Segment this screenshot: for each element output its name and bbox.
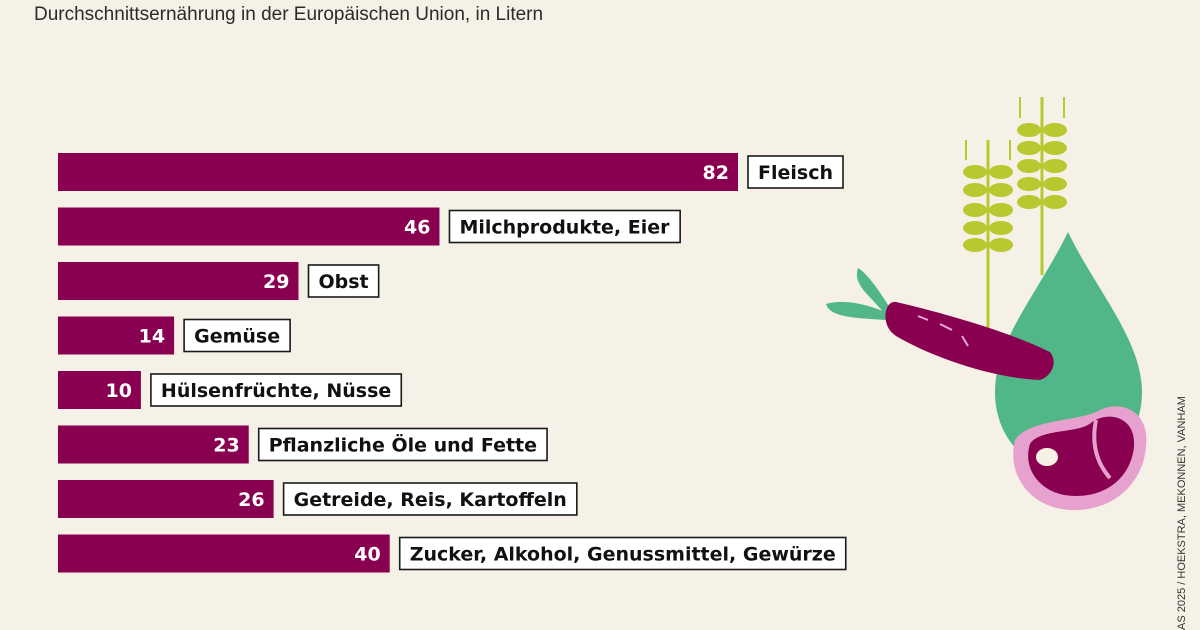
- bar-value-label: 40: [354, 544, 380, 566]
- bar-value-label: 29: [263, 271, 289, 293]
- bar-group: 46 Milchprodukte, Eier: [58, 207, 681, 246]
- bar: [58, 153, 738, 191]
- bar: [58, 480, 274, 518]
- bar-group: 23 Pflanzliche Öle und Fette: [58, 425, 548, 464]
- category-label-box: [398, 536, 847, 571]
- bar-group: 82 Fleisch: [58, 153, 844, 191]
- category-label: Getreide, Reis, Kartoffeln: [294, 489, 567, 511]
- category-label-box: [282, 482, 578, 516]
- bar-group: 10 Hülsenfrüchte, Nüsse: [58, 371, 403, 409]
- category-label: Zucker, Alkohol, Genussmittel, Gewürze: [410, 544, 836, 566]
- bar-group: 29 Obst: [58, 262, 380, 300]
- bar: [58, 207, 440, 246]
- carrot-icon: [826, 268, 1054, 380]
- category-label-box: [747, 155, 844, 189]
- category-label: Hülsenfrüchte, Nüsse: [161, 380, 391, 402]
- category-label: Fleisch: [758, 162, 833, 184]
- bar-value-label: 14: [139, 326, 165, 348]
- bar-value-label: 10: [105, 380, 131, 402]
- bar-value-label: 23: [213, 435, 239, 457]
- bar-value-label: 46: [404, 217, 430, 239]
- category-label-box: [150, 373, 403, 407]
- bar-value-label: 26: [238, 489, 264, 511]
- category-label-box: [448, 209, 681, 244]
- bar: [58, 262, 299, 300]
- category-label: Obst: [318, 271, 368, 293]
- category-label: Pflanzliche Öle und Fette: [269, 433, 537, 457]
- bar-group: 14 Gemüse: [58, 316, 291, 355]
- bar-group: 40 Zucker, Alkohol, Genussmittel, Gewürze: [58, 534, 847, 573]
- bar: [58, 425, 249, 464]
- bar-group: 26 Getreide, Reis, Kartoffeln: [58, 480, 578, 518]
- category-label-box: [257, 427, 548, 462]
- chart-subtitle: Durchschnittsernährung in der Europäisch…: [34, 4, 544, 25]
- bar: [58, 534, 390, 573]
- category-label: Milchprodukte, Eier: [459, 217, 670, 239]
- wheat-icon: [963, 97, 1067, 342]
- bar-value-label: 82: [703, 162, 729, 184]
- category-label-box: [183, 318, 291, 353]
- bar: [58, 371, 141, 409]
- bar: [58, 316, 175, 355]
- source-credit: AS 2025 / HOEKSTRA, MEKONNEN, VANHAM: [1176, 396, 1188, 630]
- category-label-box: [307, 264, 380, 298]
- category-label: Gemüse: [194, 326, 280, 348]
- meat-icon: [1013, 406, 1147, 511]
